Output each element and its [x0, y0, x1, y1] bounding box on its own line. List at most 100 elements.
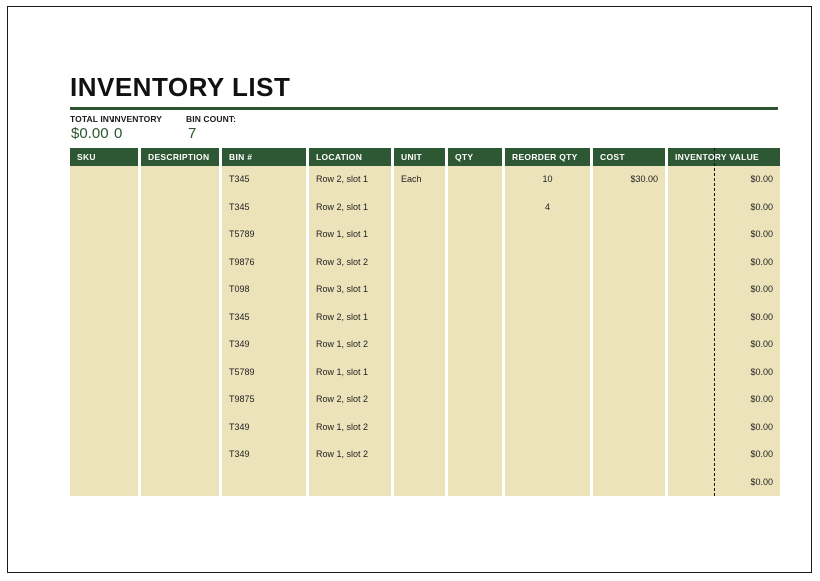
table-row[interactable]: $0.00: [70, 468, 780, 496]
cell-description[interactable]: [141, 220, 219, 248]
cell-location[interactable]: Row 3, slot 1: [309, 275, 391, 303]
cell-sku[interactable]: [70, 330, 138, 358]
cell-cost[interactable]: [593, 385, 665, 413]
cell-qty[interactable]: [448, 193, 502, 221]
cell-reorder-qty[interactable]: [505, 413, 590, 441]
column-header-qty[interactable]: QTY: [448, 147, 502, 166]
cell-cost[interactable]: [593, 275, 665, 303]
cell-qty[interactable]: [448, 303, 502, 331]
cell-unit[interactable]: [394, 413, 445, 441]
cell-sku[interactable]: [70, 220, 138, 248]
cell-sku[interactable]: [70, 413, 138, 441]
cell-inventory-value[interactable]: $0.00: [668, 468, 780, 496]
cell-qty[interactable]: [448, 220, 502, 248]
cell-description[interactable]: [141, 468, 219, 496]
column-header-inventory-value[interactable]: INVENTORY VALUE: [668, 147, 780, 166]
cell-reorder-qty[interactable]: [505, 220, 590, 248]
cell-location[interactable]: Row 2, slot 1: [309, 303, 391, 331]
cell-cost[interactable]: [593, 413, 665, 441]
cell-bin[interactable]: [222, 468, 306, 496]
column-header-sku[interactable]: SKU: [70, 147, 138, 166]
column-header-location[interactable]: LOCATION: [309, 147, 391, 166]
cell-bin[interactable]: T5789: [222, 220, 306, 248]
cell-bin[interactable]: T5789: [222, 358, 306, 386]
cell-reorder-qty[interactable]: [505, 303, 590, 331]
cell-cost[interactable]: $30.00: [593, 165, 665, 193]
cell-location[interactable]: Row 3, slot 2: [309, 248, 391, 276]
table-row[interactable]: T5789 Row 1, slot 1 $0.00: [70, 220, 780, 248]
cell-cost[interactable]: [593, 358, 665, 386]
cell-inventory-value[interactable]: $0.00: [668, 165, 780, 193]
cell-sku[interactable]: [70, 468, 138, 496]
cell-bin[interactable]: T345: [222, 165, 306, 193]
table-row[interactable]: T9875 Row 2, slot 2 $0.00: [70, 385, 780, 413]
column-header-description[interactable]: DESCRIPTION: [141, 147, 219, 166]
cell-inventory-value[interactable]: $0.00: [668, 330, 780, 358]
cell-unit[interactable]: Each: [394, 165, 445, 193]
cell-sku[interactable]: [70, 440, 138, 468]
cell-bin[interactable]: T9876: [222, 248, 306, 276]
cell-cost[interactable]: [593, 303, 665, 331]
cell-unit[interactable]: [394, 248, 445, 276]
cell-reorder-qty[interactable]: [505, 358, 590, 386]
cell-cost[interactable]: [593, 330, 665, 358]
cell-location[interactable]: Row 2, slot 1: [309, 165, 391, 193]
cell-sku[interactable]: [70, 275, 138, 303]
cell-sku[interactable]: [70, 385, 138, 413]
table-row[interactable]: T9876 Row 3, slot 2 $0.00: [70, 248, 780, 276]
cell-location[interactable]: Row 2, slot 1: [309, 193, 391, 221]
cell-reorder-qty[interactable]: [505, 248, 590, 276]
cell-unit[interactable]: [394, 440, 445, 468]
cell-location[interactable]: Row 2, slot 2: [309, 385, 391, 413]
table-row[interactable]: T5789 Row 1, slot 1 $0.00: [70, 358, 780, 386]
cell-location[interactable]: [309, 468, 391, 496]
cell-inventory-value[interactable]: $0.00: [668, 275, 780, 303]
cell-bin[interactable]: T098: [222, 275, 306, 303]
cell-sku[interactable]: [70, 165, 138, 193]
cell-description[interactable]: [141, 193, 219, 221]
cell-inventory-value[interactable]: $0.00: [668, 248, 780, 276]
cell-description[interactable]: [141, 440, 219, 468]
cell-inventory-value[interactable]: $0.00: [668, 193, 780, 221]
table-row[interactable]: T349 Row 1, slot 2 $0.00: [70, 413, 780, 441]
cell-qty[interactable]: [448, 358, 502, 386]
cell-reorder-qty[interactable]: 4: [505, 193, 590, 221]
column-header-cost[interactable]: COST: [593, 147, 665, 166]
cell-reorder-qty[interactable]: [505, 330, 590, 358]
cell-location[interactable]: Row 1, slot 2: [309, 330, 391, 358]
cell-unit[interactable]: [394, 330, 445, 358]
cell-unit[interactable]: [394, 193, 445, 221]
cell-qty[interactable]: [448, 275, 502, 303]
cell-cost[interactable]: [593, 193, 665, 221]
cell-cost[interactable]: [593, 220, 665, 248]
cell-description[interactable]: [141, 248, 219, 276]
cell-sku[interactable]: [70, 193, 138, 221]
cell-bin[interactable]: T345: [222, 193, 306, 221]
cell-reorder-qty[interactable]: [505, 275, 590, 303]
cell-sku[interactable]: [70, 248, 138, 276]
table-row[interactable]: T098 Row 3, slot 1 $0.00: [70, 275, 780, 303]
cell-description[interactable]: [141, 303, 219, 331]
column-header-bin[interactable]: BIN #: [222, 147, 306, 166]
cell-qty[interactable]: [448, 248, 502, 276]
cell-description[interactable]: [141, 385, 219, 413]
cell-cost[interactable]: [593, 248, 665, 276]
cell-bin[interactable]: T349: [222, 330, 306, 358]
cell-qty[interactable]: [448, 468, 502, 496]
column-header-reorder-qty[interactable]: REORDER QTY: [505, 147, 590, 166]
cell-unit[interactable]: [394, 358, 445, 386]
cell-location[interactable]: Row 1, slot 2: [309, 440, 391, 468]
cell-sku[interactable]: [70, 358, 138, 386]
cell-qty[interactable]: [448, 165, 502, 193]
table-row[interactable]: T349 Row 1, slot 2 $0.00: [70, 330, 780, 358]
cell-unit[interactable]: [394, 220, 445, 248]
cell-reorder-qty[interactable]: [505, 440, 590, 468]
table-row[interactable]: T349 Row 1, slot 2 $0.00: [70, 440, 780, 468]
cell-inventory-value[interactable]: $0.00: [668, 440, 780, 468]
cell-unit[interactable]: [394, 303, 445, 331]
cell-description[interactable]: [141, 413, 219, 441]
cell-bin[interactable]: T349: [222, 440, 306, 468]
cell-reorder-qty[interactable]: [505, 385, 590, 413]
cell-qty[interactable]: [448, 385, 502, 413]
cell-unit[interactable]: [394, 468, 445, 496]
